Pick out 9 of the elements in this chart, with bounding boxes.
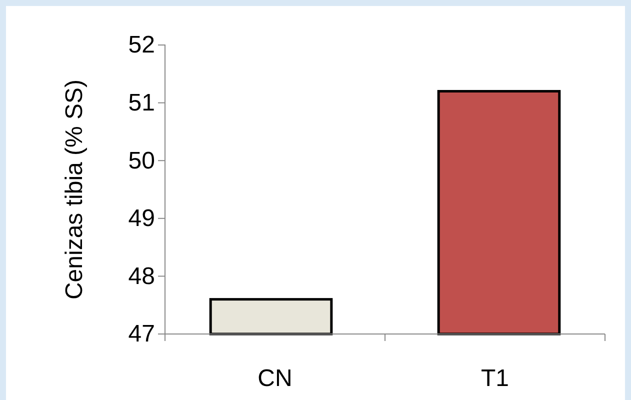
y-tick-label: 47: [128, 320, 155, 348]
y-tick-label: 49: [128, 205, 155, 232]
y-tick-label: 51: [128, 89, 155, 116]
y-tick-label: 52: [128, 32, 155, 59]
y-tick-label: 48: [128, 262, 155, 290]
x-tick-label: CN: [258, 365, 292, 392]
y-axis-title: Cenizas tibia (% SS): [61, 79, 88, 300]
y-tick-label: 50: [128, 147, 155, 174]
x-tick-label: T1: [480, 365, 510, 392]
